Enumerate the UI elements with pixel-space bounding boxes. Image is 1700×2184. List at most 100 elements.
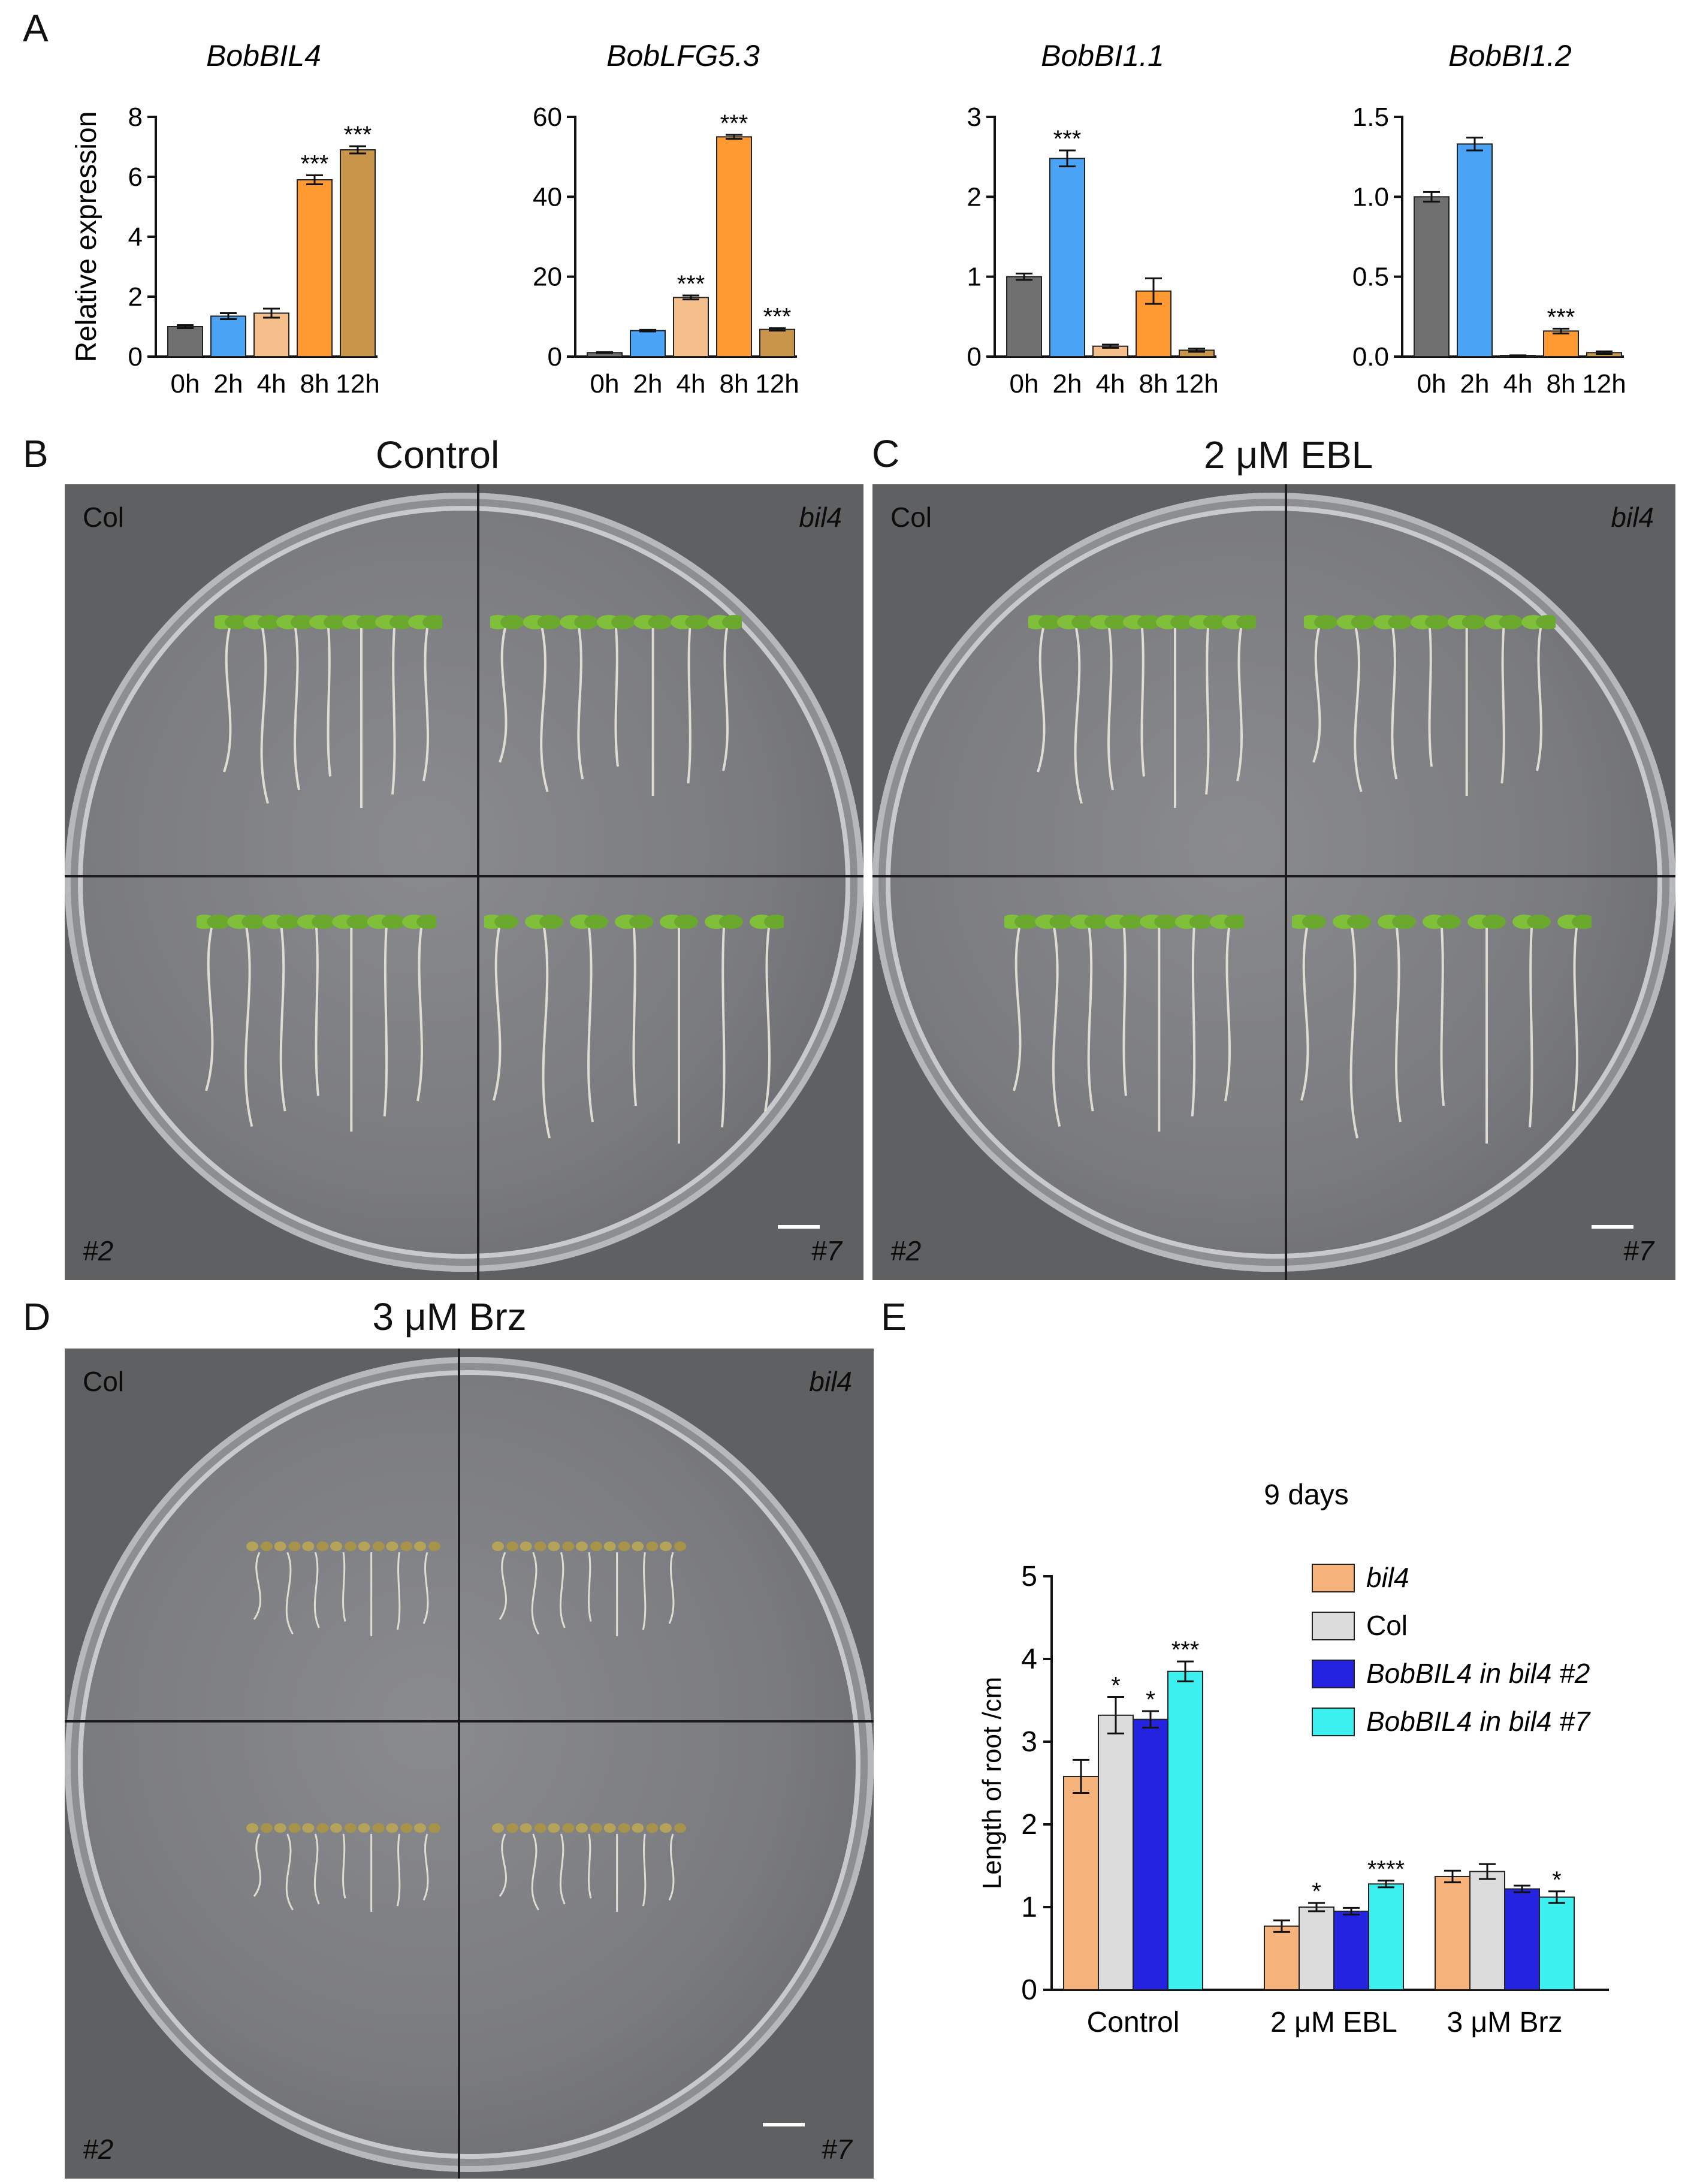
seedling-leaf	[1536, 615, 1560, 629]
seedling-leaf	[520, 1823, 532, 1833]
seedling-leaf	[646, 1542, 659, 1551]
seedling-root	[1013, 927, 1022, 1091]
x-tick-label: 0h	[1010, 369, 1039, 399]
seedling-leaf	[618, 1542, 630, 1551]
seedling-root	[587, 927, 594, 1123]
seedling-leaf	[1154, 915, 1179, 929]
seedling-root	[342, 1833, 346, 1899]
significance-label: ***	[763, 304, 792, 330]
seedling-leaf	[506, 1823, 518, 1833]
seedling-leaf	[276, 915, 301, 929]
y-tick-label: 20	[533, 263, 562, 292]
seedling-leaf	[722, 615, 746, 629]
seedling-root	[721, 927, 726, 1128]
seedling-root	[632, 927, 637, 1106]
seedling-root	[285, 1833, 294, 1911]
seedling-leaf	[346, 915, 371, 929]
seedling-root	[1500, 628, 1505, 784]
seedling-leaf	[386, 1542, 398, 1551]
corner-label-7: #7	[811, 1235, 842, 1266]
bar	[1504, 1888, 1540, 1991]
y-tick-label: 0.0	[1352, 342, 1389, 372]
seedling-leaf	[562, 1542, 575, 1551]
seedling-leaf	[288, 1823, 301, 1833]
seedlings-line2	[192, 904, 440, 1177]
x-tick-label: 4h	[257, 369, 286, 399]
seedling-root	[588, 1833, 592, 1899]
seedling-leaf	[1236, 615, 1260, 629]
seedling-leaf	[660, 1823, 672, 1833]
seedlings-bil4	[486, 604, 746, 841]
legend-swatch	[1312, 1612, 1355, 1640]
bar	[167, 326, 203, 357]
seedling-root	[313, 1552, 320, 1628]
seedling-root	[559, 1552, 566, 1628]
seedling-root	[642, 1833, 647, 1907]
significance-label: *	[1146, 1687, 1155, 1713]
seedling-root	[499, 1552, 507, 1620]
seedling-leaf	[414, 1823, 426, 1833]
seedling-leaf	[312, 915, 336, 929]
seedling-root	[342, 1552, 346, 1622]
seedling-leaf	[1482, 915, 1506, 929]
bar	[1264, 1925, 1300, 1990]
panel-letter-e: E	[881, 1295, 907, 1338]
seedling-leaf	[1347, 915, 1371, 929]
corner-label-2: #2	[890, 1235, 922, 1266]
seedling-root	[540, 628, 549, 792]
seedling-root	[1349, 927, 1358, 1139]
seedling-root	[1440, 927, 1445, 1106]
seedling-root	[499, 628, 508, 763]
seedling-root	[253, 1552, 261, 1620]
legend-label: BobBIL4 in bil4 #7	[1366, 1706, 1591, 1737]
seedling-leaf	[590, 1823, 602, 1833]
seedling-root	[1087, 927, 1094, 1112]
seedling-leaf	[357, 615, 381, 629]
seedling-root	[531, 1552, 539, 1635]
seedling-leaf	[1014, 915, 1038, 929]
seedling-root	[687, 628, 692, 784]
seedling-leaf	[330, 1542, 342, 1551]
seedling-root	[253, 1833, 261, 1897]
y-tick-label: 3	[1021, 1726, 1037, 1758]
x-tick-label: 2h	[1053, 369, 1082, 399]
seedling-leaf	[611, 615, 635, 629]
bar	[297, 179, 333, 357]
x-tick-label: 0h	[1417, 369, 1447, 399]
x-tick-label: 3 μM Brz	[1447, 2007, 1562, 2038]
seedling-root	[614, 628, 619, 767]
seedling-root	[722, 628, 729, 771]
seedling-leaf	[537, 615, 561, 629]
seedling-leaf	[1302, 915, 1326, 929]
bar	[1469, 1871, 1505, 1990]
seedling-root	[205, 927, 214, 1091]
x-tick-label: 8h	[720, 369, 749, 399]
x-tick-label: 8h	[1139, 369, 1168, 399]
seedling-leaf	[345, 1823, 357, 1833]
bar	[1098, 1714, 1134, 1990]
legend-label: BobBIL4 in bil4 #2	[1366, 1658, 1590, 1689]
seedling-leaf	[1170, 615, 1194, 629]
seedling-leaf	[674, 1823, 686, 1833]
seedling-root	[542, 927, 551, 1139]
y-tick-label: 6	[128, 162, 143, 192]
seedling-leaf	[1351, 615, 1375, 629]
seedling-root	[422, 628, 429, 782]
bar	[1063, 1775, 1099, 1991]
x-tick-label: 4h	[1503, 369, 1533, 399]
significance-label: ****	[1367, 1856, 1405, 1883]
seedling-root	[244, 927, 253, 1127]
seedling-leaf	[576, 1542, 588, 1551]
seedling-leaf	[288, 1542, 301, 1551]
panel-letter-a: A	[23, 7, 49, 50]
chart-title: BobBIL4	[206, 39, 321, 73]
scale-bar	[1592, 1225, 1633, 1229]
seedling-leaf	[603, 1542, 616, 1551]
seedling-leaf	[648, 615, 672, 629]
seedling-root	[294, 628, 300, 791]
seedling-leaf	[372, 1542, 385, 1551]
seedling-leaf	[548, 1542, 560, 1551]
seedling-leaf	[389, 615, 413, 629]
seedling-leaf	[330, 1823, 342, 1833]
seedling-root	[577, 628, 584, 780]
